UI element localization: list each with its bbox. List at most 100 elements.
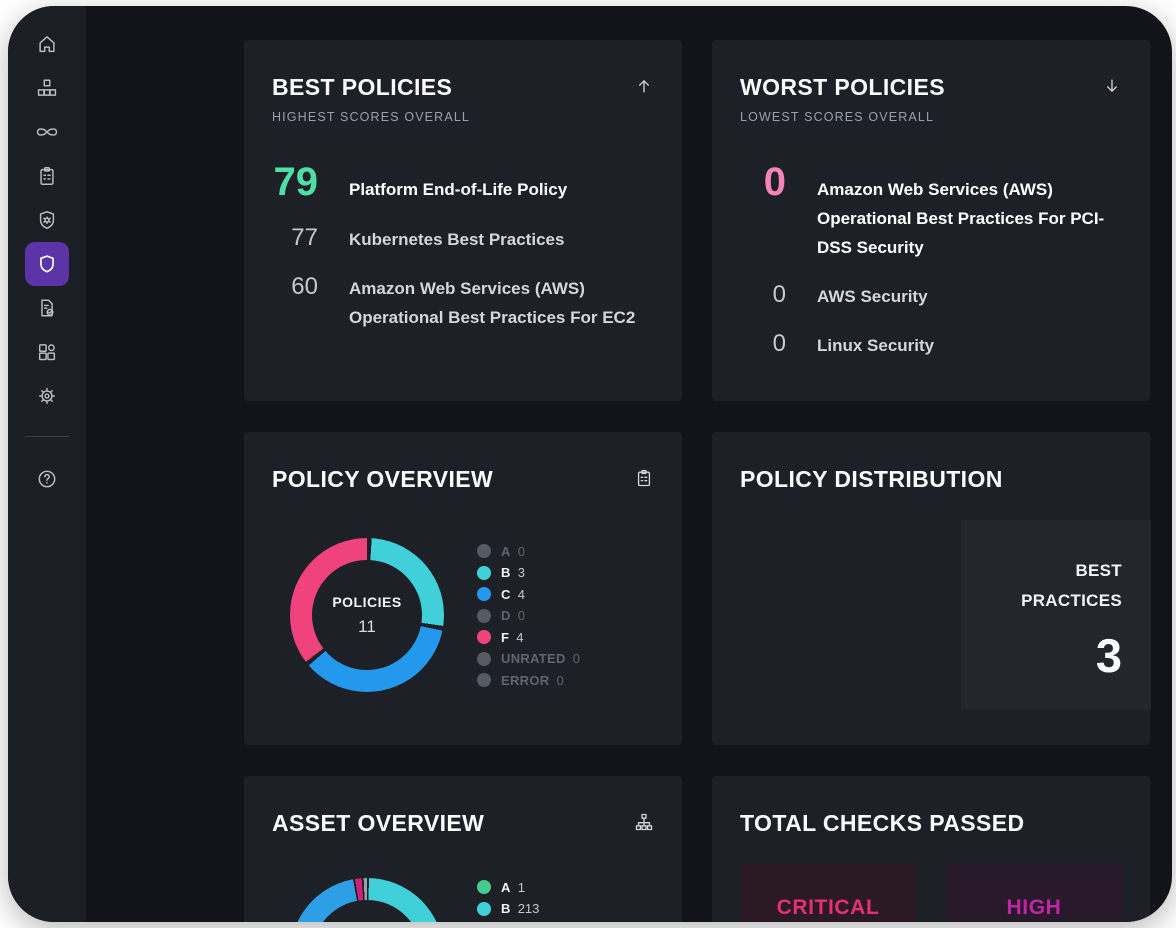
policy-grade-donut-chart: POLICIES 11: [290, 538, 444, 692]
grid-circle-icon: [36, 341, 58, 363]
sidebar-nav-items: [25, 22, 69, 418]
sidebar-item-inventory[interactable]: [25, 66, 69, 110]
policy-distribution-title: POLICY DISTRIBUTION: [740, 466, 1003, 492]
policy-overview-card: POLICY OVERVIEW POLICIES 11 A 0 B 3 C 4 D 0 F 4 UN…: [244, 432, 682, 745]
hierarchy-icon[interactable]: [634, 812, 654, 832]
clipboard-icon[interactable]: [634, 468, 654, 488]
policy-donut-center-label: POLICIES: [332, 593, 402, 610]
policy-score: 77: [291, 224, 318, 251]
worst-policies-header: WORST POLICIES LOWEST SCORES OVERALL: [740, 70, 1122, 124]
asset-overview-header: ASSET OVERVIEW: [272, 806, 654, 837]
legend-count: 0: [572, 651, 580, 666]
legend-count: 213: [517, 901, 540, 916]
policy-overview-title: POLICY OVERVIEW: [272, 466, 494, 492]
policy-name-link[interactable]: Amazon Web Services (AWS) Operational Be…: [349, 279, 636, 327]
legend-item: B 213: [477, 901, 540, 916]
policy-row: 0 Amazon Web Services (AWS) Operational B…: [740, 160, 1122, 262]
asset-overview-title: ASSET OVERVIEW: [272, 810, 485, 836]
sidebar-item-compliance[interactable]: [25, 286, 69, 330]
best-practices-tile-label: BEST PRACTICES: [1021, 561, 1122, 610]
legend-grade: UNRATED: [501, 651, 566, 666]
legend-count: 4: [516, 629, 524, 645]
asset-overview-card: ASSET OVERVIEW A 1 B 213: [244, 776, 682, 922]
severity-tile-high: HIGH: [946, 865, 1122, 922]
legend-dot: [477, 673, 491, 687]
worst-policies-subtitle: LOWEST SCORES OVERALL: [740, 110, 935, 124]
total-checks-card: TOTAL CHECKS PASSED CRITICAL HIGH: [712, 776, 1150, 922]
asset-grade-legend: A 1 B 213: [477, 880, 539, 916]
home-icon: [36, 33, 58, 55]
policy-grade-legend: A 0 B 3 C 4 D 0 F 4 UNRATED 0 ERROR 0: [477, 543, 580, 688]
sidebar-item-integrations[interactable]: [25, 330, 69, 374]
best-policies-card: BEST POLICIES HIGHEST SCORES OVERALL 79 P…: [244, 40, 682, 401]
best-policies-title: BEST POLICIES: [272, 74, 453, 100]
policy-score: 0: [763, 160, 786, 204]
policy-name-link[interactable]: Linux Security: [817, 336, 935, 355]
legend-count: 1: [517, 879, 525, 895]
policy-row: 77 Kubernetes Best Practices: [272, 224, 654, 254]
legend-grade: F: [501, 629, 510, 645]
policy-overview-header: POLICY OVERVIEW: [272, 462, 654, 493]
legend-item: UNRATED 0: [477, 651, 580, 666]
policy-score: 79: [273, 160, 319, 204]
sidebar-item-vulnerabilities[interactable]: [25, 198, 69, 242]
policy-score: 0: [772, 330, 786, 357]
policy-row: 0 AWS Security: [740, 281, 1122, 311]
legend-count: 3: [517, 565, 525, 580]
legend-item: ERROR 0: [477, 672, 580, 688]
policy-row: 79 Platform End-of-Life Policy: [272, 160, 654, 205]
legend-dot: [477, 544, 491, 558]
legend-dot: [477, 587, 491, 601]
total-checks-title: TOTAL CHECKS PASSED: [740, 810, 1025, 836]
policy-name-link[interactable]: Kubernetes Best Practices: [349, 230, 565, 249]
legend-grade: A: [501, 543, 511, 559]
blocks-icon: [36, 77, 58, 99]
legend-dot: [477, 608, 491, 623]
best-practices-tile-value: 3: [1095, 629, 1122, 682]
worst-policies-list: 0 Amazon Web Services (AWS) Operational B…: [740, 160, 1122, 360]
sidebar-item-home[interactable]: [25, 22, 69, 66]
policy-donut-center: POLICIES 11: [312, 560, 422, 670]
legend-grade: ERROR: [501, 672, 550, 688]
asset-grade-donut-chart: [290, 878, 444, 922]
policy-row: 0 Linux Security: [740, 330, 1122, 360]
asset-donut-center: [312, 900, 422, 922]
best-practices-tile: BEST PRACTICES 3: [961, 520, 1151, 710]
policy-name-link[interactable]: AWS Security: [817, 287, 928, 306]
policy-score: 0: [772, 281, 786, 308]
sidebar-item-automation[interactable]: [25, 110, 69, 154]
sidebar-item-settings[interactable]: [25, 374, 69, 418]
policy-name-link[interactable]: Platform End-of-Life Policy: [349, 180, 568, 199]
gear-icon: [36, 385, 58, 407]
help-icon: [36, 468, 58, 490]
shield-icon: [36, 253, 58, 275]
legend-count: 0: [517, 543, 525, 559]
sidebar-item-help[interactable]: [25, 457, 69, 501]
legend-dot: [477, 630, 491, 644]
worst-policies-title: WORST POLICIES: [740, 74, 945, 100]
legend-count: 4: [517, 586, 525, 602]
legend-dot: [477, 651, 491, 666]
sidebar-item-security[interactable]: [25, 242, 69, 286]
sidebar-divider: [25, 436, 69, 437]
legend-grade: D: [501, 608, 511, 623]
policy-distribution-card: POLICY DISTRIBUTION BEST PRACTICES 3: [712, 432, 1151, 745]
best-policies-subtitle: HIGHEST SCORES OVERALL: [272, 110, 471, 124]
best-policies-header: BEST POLICIES HIGHEST SCORES OVERALL: [272, 70, 654, 124]
legend-dot: [477, 565, 491, 580]
policy-name-link[interactable]: Amazon Web Services (AWS) Operational Be…: [817, 180, 1105, 257]
legend-count: 0: [517, 608, 525, 623]
worst-policies-card: WORST POLICIES LOWEST SCORES OVERALL 0 Am…: [712, 40, 1150, 401]
policy-row: 60 Amazon Web Services (AWS) Operational …: [272, 273, 654, 332]
policy-distribution-header: POLICY DISTRIBUTION: [740, 462, 1122, 493]
arrow-up-icon: [634, 76, 654, 96]
app-window: BEST POLICIES HIGHEST SCORES OVERALL 79 P…: [8, 6, 1172, 922]
sidebar-item-checklists[interactable]: [25, 154, 69, 198]
total-checks-header: TOTAL CHECKS PASSED: [740, 806, 1122, 837]
